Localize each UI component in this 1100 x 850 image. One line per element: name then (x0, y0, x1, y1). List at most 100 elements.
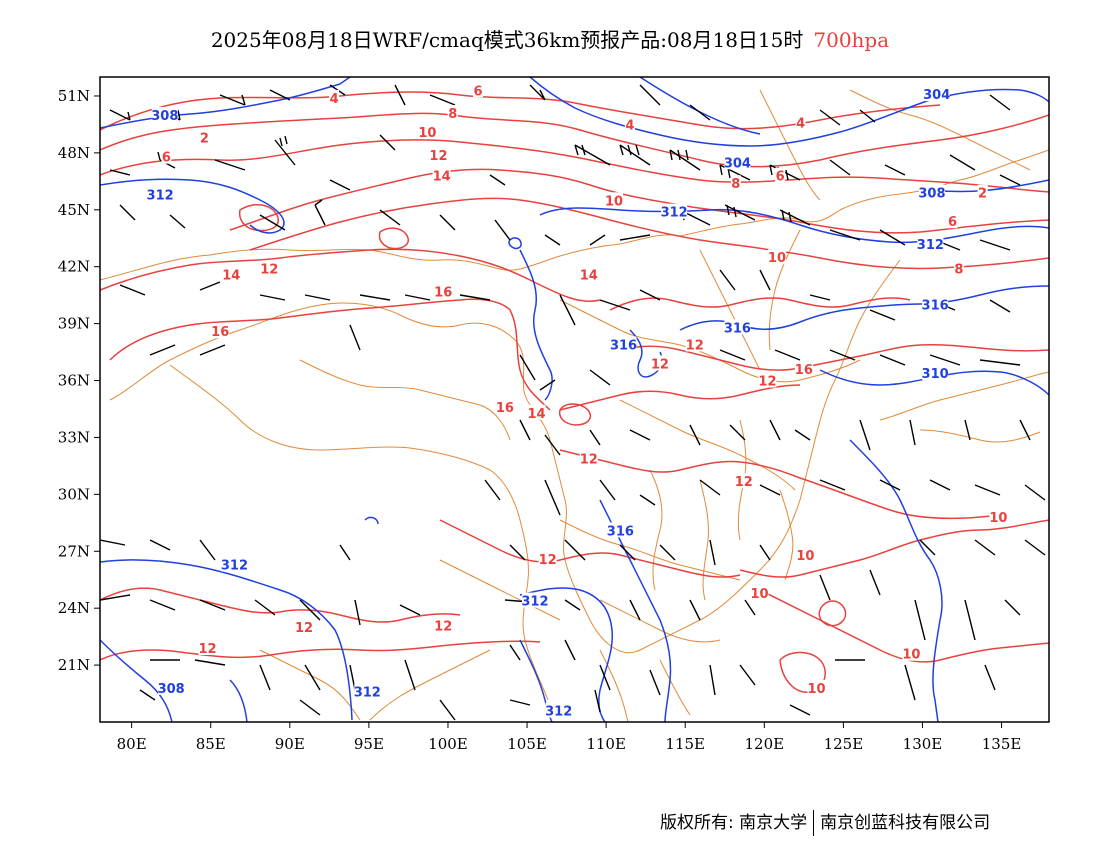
plot-frame (99, 76, 1050, 723)
temperature-contour-label-bg (161, 148, 172, 164)
temperature-contour-label-bg (434, 617, 453, 633)
temperature-contour-label-bg (199, 129, 210, 145)
height-contour-label-bg (724, 319, 751, 335)
height-contour-label: 304 (724, 156, 751, 171)
height-contour-label-bg (545, 702, 572, 718)
height-contour-label-bg (151, 106, 178, 122)
temperature-contour-label: 14 (527, 407, 545, 422)
temperature-contour-label-bg (624, 116, 635, 132)
temperature-contour-label-bg (329, 89, 340, 105)
temperature-contour-label: 8 (448, 107, 457, 122)
y-tick-label: 24N (58, 599, 90, 617)
temperature-contour-label: 12 (735, 475, 753, 490)
y-tick-label: 45N (58, 201, 90, 219)
temperature-contour-label-bg (579, 450, 598, 466)
temperature-contour-label: 4 (330, 92, 339, 107)
temperature-contour-label-bg (473, 82, 484, 98)
x-tick-label: 95E (354, 735, 384, 753)
height-contour-label-bg (158, 679, 185, 695)
x-tick-label: 130E (903, 735, 943, 753)
x-tick-label: 100E (428, 735, 468, 753)
temperature-contour-label-bg (807, 679, 826, 695)
temperature-contour-label-bg (794, 361, 813, 377)
height-contour-label: 304 (923, 88, 950, 103)
wind-barbs (100, 84, 1046, 721)
temperature-contour-label: 10 (605, 194, 623, 209)
height-contour-label: 316 (607, 524, 634, 539)
temperature-contour-label-bg (775, 167, 786, 183)
temperature-contour-label: 12 (295, 621, 313, 636)
x-axis: 80E 85E 90E 95E 100E 105E 110E 115E 120E 125E 130E… (117, 722, 1022, 753)
height-contour-label: 308 (918, 187, 945, 202)
temperature-contour-label: 14 (580, 268, 598, 283)
temperature-contour-label: 14 (433, 170, 451, 185)
y-tick-label: 51N (58, 87, 90, 105)
height-contour-label: 312 (661, 206, 688, 221)
temperature-contour-label: 10 (796, 549, 814, 564)
height-contour-label: 312 (147, 189, 174, 204)
temperature-contour-label: 10 (768, 251, 786, 266)
x-tick-label: 105E (507, 735, 547, 753)
temperature-contour-label-bg (605, 192, 624, 208)
temperature-contour-label-bg (795, 114, 806, 130)
y-tick-label: 36N (58, 372, 90, 390)
copyright-left: 版权所有: 南京大学 (660, 813, 808, 833)
temperature-contour-label: 12 (260, 263, 278, 278)
temperature-contour-label: 12 (686, 338, 704, 353)
temperature-contour-label-bg (750, 585, 769, 600)
height-contour-label-bg (922, 364, 949, 380)
temperature-contour-labels: 4 6 2 6 8 10 12 14 4 4 6 8 2 6 8 10 10 14 12 14 16 16 12 12 16 12… (161, 82, 1007, 697)
temperature-contour-label: 4 (796, 117, 805, 132)
x-tick-label: 85E (196, 735, 226, 753)
height-contour-label: 316 (922, 299, 949, 314)
x-tick-label: 110E (586, 735, 626, 753)
height-contour-label: 312 (545, 705, 572, 720)
temperature-contour-label: 16 (795, 363, 813, 378)
height-contour-label-bg (917, 235, 944, 251)
y-tick-label: 42N (58, 258, 90, 276)
y-tick-label: 33N (58, 428, 90, 446)
height-contour-label: 316 (724, 321, 751, 336)
height-contour-label-bg (354, 683, 381, 699)
height-contour-label: 312 (221, 559, 248, 574)
height-contour-label-bg (923, 86, 950, 102)
temperature-contour-label: 10 (418, 126, 436, 141)
height-contour-label-bg (724, 154, 751, 170)
y-tick-label: 27N (58, 542, 90, 560)
temperature-contour-label: 12 (539, 553, 557, 568)
height-contour-label-bg (607, 522, 634, 538)
temperature-contour-label-bg (953, 260, 964, 276)
x-tick-label: 135E (982, 735, 1022, 753)
height-contours (100, 77, 1049, 722)
temperature-contour-label: 12 (758, 375, 776, 390)
temperature-contour-label: 4 (625, 118, 634, 133)
x-tick-label: 90E (275, 735, 305, 753)
title-main: 2025年08月18日WRF/cmaq模式36km预报产品:08月18日15时 (210, 28, 804, 52)
height-contour-label: 316 (610, 338, 637, 353)
height-contour-label-bg (221, 556, 248, 572)
temperature-contour-label: 8 (731, 177, 740, 192)
temperature-contour-label: 16 (496, 401, 514, 416)
temperature-contour-label: 2 (200, 132, 209, 147)
height-contour-label-bg (918, 184, 945, 200)
temperature-contour-label: 10 (989, 511, 1007, 526)
x-tick-label: 125E (824, 735, 864, 753)
temperature-contour-label-bg (222, 266, 241, 282)
copyright-divider (813, 810, 815, 836)
height-contour-label: 312 (917, 238, 944, 253)
temperature-contour-label: 12 (651, 357, 669, 372)
copyright-notice: 版权所有: 南京大学 南京创蓝科技有限公司 (660, 808, 990, 836)
temperature-contour-label-bg (495, 399, 514, 415)
temperature-contour-label: 16 (211, 325, 229, 340)
temperature-contour-label-bg (418, 124, 437, 140)
temperature-contour-label-bg (758, 372, 777, 388)
temperature-contour-label: 8 (954, 263, 963, 278)
temperature-contour-label: 10 (807, 682, 825, 697)
temperature-contour-label: 10 (902, 648, 920, 663)
temperature-contour-label-bg (947, 213, 958, 229)
height-contour-label-bg (922, 296, 949, 312)
copyright-right: 南京创蓝科技有限公司 (820, 813, 991, 833)
temperature-contour-label: 16 (434, 285, 452, 300)
temperature-contour-label: 10 (751, 587, 769, 602)
height-contour-labels: 308 312 312 304 304 308 312 316 316 316 310 316 312 3… (147, 86, 950, 720)
